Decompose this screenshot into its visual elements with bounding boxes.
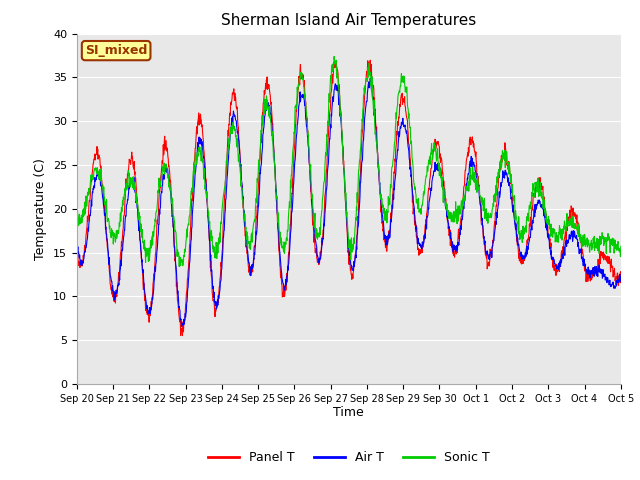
Air T (611, 283, 618, 288)
Line: Air T: Air T (77, 78, 621, 326)
Air T (73, 239, 81, 245)
Panel T (335, 89, 342, 95)
Air T (178, 324, 186, 329)
Sonic T (330, 54, 338, 60)
Sonic T (73, 218, 81, 224)
Title: Sherman Island Air Temperatures: Sherman Island Air Temperatures (221, 13, 476, 28)
Sonic T (611, 245, 618, 251)
Air T (324, 160, 332, 166)
Panel T (367, 57, 374, 63)
Sonic T (477, 200, 485, 205)
Air T (158, 190, 166, 195)
Panel T (158, 164, 166, 169)
Panel T (324, 132, 332, 138)
Sonic T (324, 113, 332, 119)
Legend: Panel T, Air T, Sonic T: Panel T, Air T, Sonic T (203, 446, 495, 469)
Air T (557, 259, 565, 265)
Sonic T (557, 233, 565, 239)
Text: SI_mixed: SI_mixed (85, 44, 147, 57)
Panel T (611, 265, 618, 271)
Sonic T (175, 264, 183, 269)
Air T (617, 275, 625, 280)
Sonic T (617, 243, 625, 249)
Panel T (477, 222, 485, 228)
Air T (335, 102, 342, 108)
Sonic T (158, 172, 166, 178)
Y-axis label: Temperature (C): Temperature (C) (35, 158, 47, 260)
Line: Panel T: Panel T (77, 60, 621, 336)
Air T (477, 218, 485, 224)
Air T (367, 75, 374, 81)
Panel T (179, 333, 186, 338)
Panel T (73, 246, 81, 252)
Panel T (617, 279, 625, 285)
Panel T (557, 250, 565, 256)
Line: Sonic T: Sonic T (77, 57, 621, 266)
X-axis label: Time: Time (333, 407, 364, 420)
Sonic T (335, 90, 343, 96)
